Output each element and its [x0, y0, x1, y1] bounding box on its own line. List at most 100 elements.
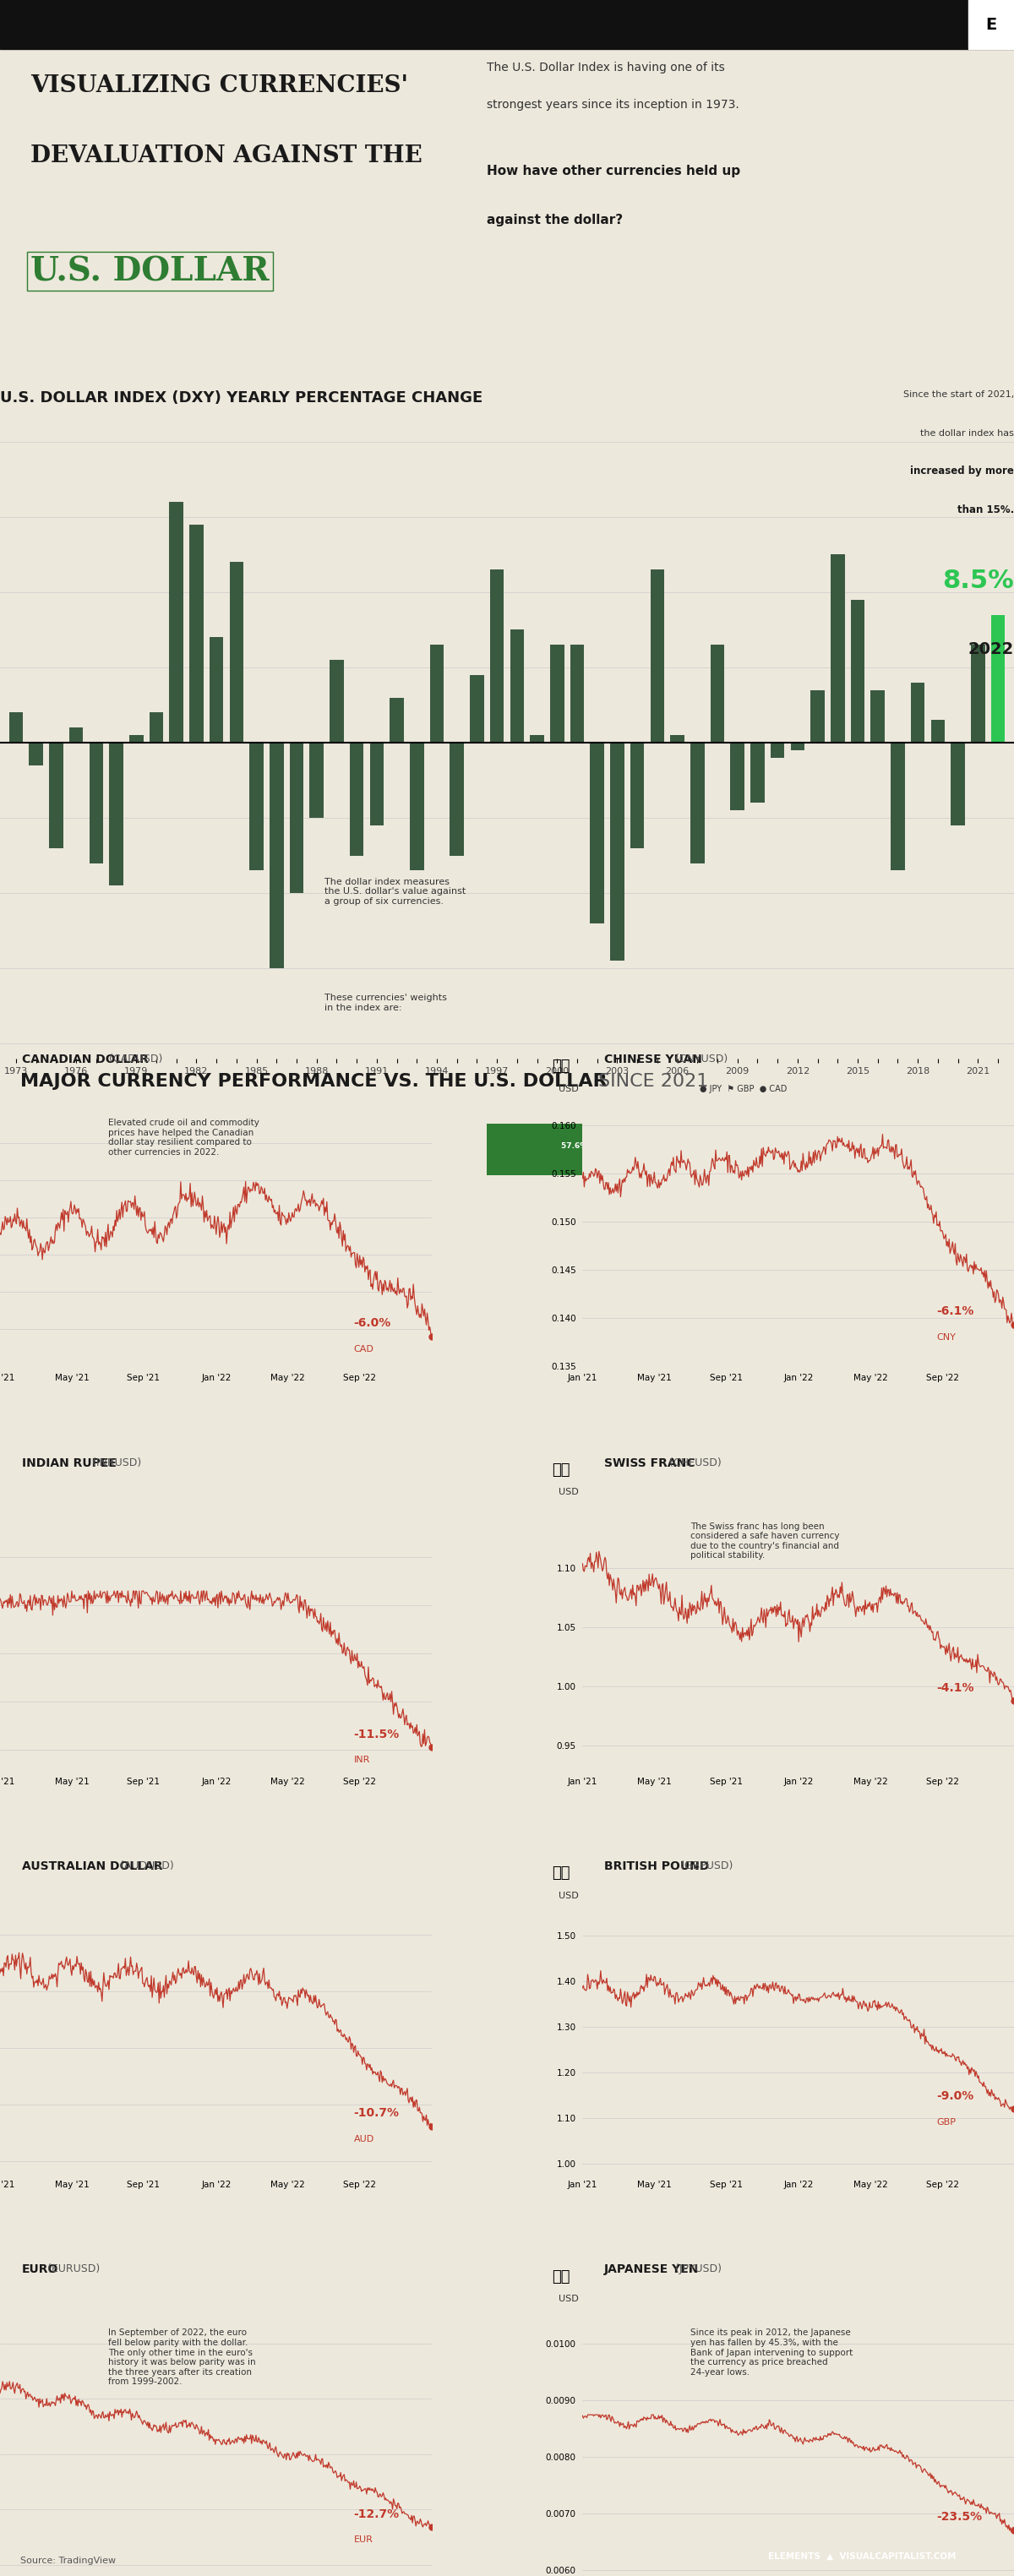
Bar [550, 644, 564, 742]
Text: -23.5%: -23.5% [936, 2512, 983, 2522]
Bar [169, 502, 184, 742]
Text: -6.0%: -6.0% [354, 1316, 391, 1329]
Text: -4.1%: -4.1% [936, 1682, 973, 1695]
Text: 13.6%: 13.6% [699, 1141, 724, 1149]
Bar [830, 554, 845, 742]
Bar [110, 742, 124, 886]
Text: -10.7%: -10.7% [354, 2107, 400, 2120]
Text: JAPANESE YEN: JAPANESE YEN [604, 2264, 699, 2275]
Text: How have other currencies held up: How have other currencies held up [487, 165, 740, 178]
Text: (CHFUSD): (CHFUSD) [666, 1458, 721, 1468]
Bar [890, 742, 904, 871]
Text: -11.5%: -11.5% [354, 1728, 400, 1739]
Bar [510, 631, 524, 742]
Bar [991, 616, 1005, 742]
Text: BRITISH POUND: BRITISH POUND [604, 1860, 709, 1873]
Text: -9.0%: -9.0% [936, 2089, 973, 2102]
Bar [229, 562, 243, 742]
Text: The Swiss franc has long been
considered a safe haven currency
due to the countr: The Swiss franc has long been considered… [691, 1522, 840, 1561]
Bar [89, 742, 103, 863]
Bar [791, 742, 804, 750]
Bar [270, 742, 284, 969]
Bar [330, 659, 344, 742]
Text: (EURUSD): (EURUSD) [44, 2264, 100, 2275]
Text: ELEMENTS  ▲  VISUALCAPITALIST.COM: ELEMENTS ▲ VISUALCAPITALIST.COM [768, 2553, 956, 2561]
Bar [951, 742, 965, 824]
Text: 🇨🇳: 🇨🇳 [553, 1059, 571, 1074]
Bar [49, 742, 63, 848]
Bar [430, 644, 444, 742]
Text: 🇬🇧: 🇬🇧 [553, 1865, 571, 1880]
Text: SWISS FRANC: SWISS FRANC [604, 1458, 695, 1468]
Bar [490, 569, 504, 742]
Text: U.S. DOLLAR INDEX (DXY) YEARLY PERCENTAGE CHANGE: U.S. DOLLAR INDEX (DXY) YEARLY PERCENTAG… [0, 392, 483, 404]
Text: 57.6%  EUR: 57.6% EUR [561, 1141, 610, 1149]
Bar [610, 742, 625, 961]
Text: AUSTRALIAN DOLLAR: AUSTRALIAN DOLLAR [21, 1860, 162, 1873]
Text: EUR: EUR [354, 2535, 373, 2545]
Text: CANADIAN DOLLAR: CANADIAN DOLLAR [21, 1054, 148, 1066]
Bar [69, 726, 83, 742]
Text: 8.5%: 8.5% [942, 569, 1014, 592]
Text: 🇯🇵: 🇯🇵 [553, 2269, 571, 2285]
Text: USD: USD [558, 1084, 578, 1092]
Text: These currencies' weights
in the index are:: These currencies' weights in the index a… [324, 994, 447, 1012]
Text: (AUDUSD): (AUDUSD) [117, 1860, 174, 1870]
Text: CNY: CNY [936, 1334, 955, 1342]
Text: Source: TradingView: Source: TradingView [20, 2555, 116, 2566]
Text: ● JPY  ⚑ GBP  ● CAD: ● JPY ⚑ GBP ● CAD [700, 1084, 787, 1092]
Text: (INRUSD): (INRUSD) [89, 1458, 142, 1468]
Bar [190, 526, 204, 742]
Bar [691, 742, 705, 863]
Bar [711, 644, 724, 742]
Bar [29, 742, 43, 765]
Bar [730, 742, 744, 811]
Text: CAD: CAD [354, 1345, 374, 1352]
Text: Elevated crude oil and commodity
prices have helped the Canadian
dollar stay res: Elevated crude oil and commodity prices … [107, 1118, 259, 1157]
Text: the dollar index has: the dollar index has [921, 430, 1014, 438]
Text: In September of 2022, the euro
fell below parity with the dollar.
The only other: In September of 2022, the euro fell belo… [107, 2329, 256, 2385]
Text: VISUALIZING CURRENCIES': VISUALIZING CURRENCIES' [30, 75, 408, 98]
Text: CHINESE YUAN: CHINESE YUAN [604, 1054, 702, 1066]
Text: than 15%.: than 15%. [957, 505, 1014, 515]
Bar [350, 742, 364, 855]
Bar [469, 675, 484, 742]
Text: 🇨🇭: 🇨🇭 [553, 1463, 571, 1479]
Bar [738, 1123, 786, 1175]
Bar [487, 1123, 684, 1175]
Bar [309, 742, 323, 819]
Bar [590, 742, 604, 922]
Bar [968, 0, 1014, 49]
Text: INDIAN RUPEE: INDIAN RUPEE [21, 1458, 117, 1468]
Bar [570, 644, 584, 742]
Text: against the dollar?: against the dollar? [487, 214, 623, 227]
Bar [389, 698, 404, 742]
Bar [530, 734, 545, 742]
Bar [631, 742, 644, 848]
Text: 9.1%: 9.1% [794, 1141, 815, 1149]
Bar [450, 742, 464, 855]
Text: (JPYUSD): (JPYUSD) [671, 2264, 721, 2275]
Text: strongest years since its inception in 1973.: strongest years since its inception in 1… [487, 98, 739, 111]
Bar [410, 742, 424, 871]
Text: AUD: AUD [354, 2136, 374, 2143]
Bar [249, 742, 264, 871]
Text: USD: USD [558, 2295, 578, 2303]
Bar [786, 1123, 823, 1175]
Bar [931, 721, 945, 742]
Text: ⚪ SEK  🔴 CHF: ⚪ SEK 🔴 CHF [872, 1239, 927, 1249]
Text: The U.S. Dollar Index is having one of its: The U.S. Dollar Index is having one of i… [487, 62, 725, 75]
Bar [871, 690, 885, 742]
Bar [0, 0, 1014, 49]
Bar [210, 636, 223, 742]
Text: E: E [985, 15, 997, 33]
Bar [370, 742, 383, 824]
Bar [129, 734, 143, 742]
Bar [290, 742, 303, 894]
Text: DEVALUATION AGAINST THE: DEVALUATION AGAINST THE [30, 144, 422, 167]
Bar [851, 600, 865, 742]
Text: U.S. DOLLAR: U.S. DOLLAR [30, 255, 270, 289]
Text: -12.7%: -12.7% [354, 2509, 400, 2519]
Text: Since the start of 2021,: Since the start of 2021, [903, 392, 1014, 399]
Text: Since its peak in 2012, the Japanese
yen has fallen by 45.3%, with the
Bank of J: Since its peak in 2012, the Japanese yen… [691, 2329, 853, 2378]
